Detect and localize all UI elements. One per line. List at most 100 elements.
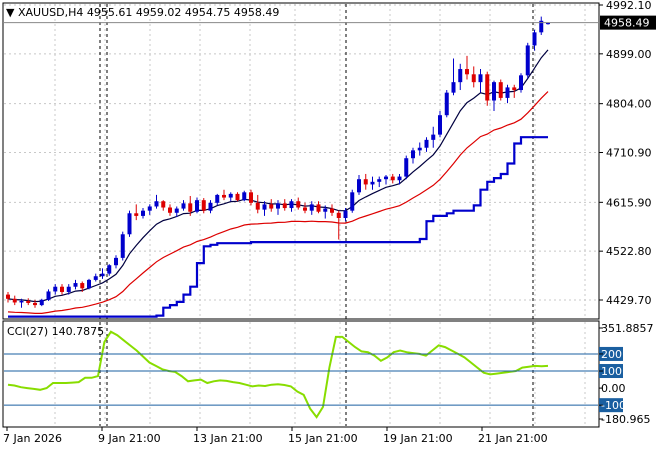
candle-body xyxy=(303,207,307,211)
candle xyxy=(255,194,260,214)
candle-body xyxy=(276,203,280,209)
candle xyxy=(390,173,395,184)
symbol-header: XAUUSD,H4 4955.61 4959.02 4954.75 4958.4… xyxy=(18,6,279,19)
candle xyxy=(431,126,436,148)
candle xyxy=(532,29,537,51)
candle-body xyxy=(107,265,112,274)
candle xyxy=(316,201,321,214)
candle-body xyxy=(73,283,78,287)
candle xyxy=(201,198,206,214)
candle xyxy=(26,298,31,306)
candle-body xyxy=(296,201,301,208)
candle-body xyxy=(512,87,517,91)
candle-body xyxy=(316,204,321,212)
candle xyxy=(161,200,166,211)
candle-body xyxy=(60,286,64,292)
price-axis: 4992.10 4899.00 4804.00 4710.90 4615.90 4522.… xyxy=(599,0,652,307)
price-tick-label: 4429.70 xyxy=(606,294,652,307)
candle-body xyxy=(323,208,328,212)
candle xyxy=(53,284,58,295)
candle xyxy=(282,199,287,211)
candle xyxy=(87,278,91,290)
candle xyxy=(471,66,476,88)
cci-tick-label: 351.8857 xyxy=(601,322,654,335)
candle xyxy=(289,199,294,212)
cci-axis: 351.8857 200 100 0.00 -100-180.965 xyxy=(599,322,654,426)
candle-body xyxy=(465,69,469,75)
price-tick-label: 4899.00 xyxy=(606,48,652,61)
candle-body xyxy=(431,134,436,140)
candle xyxy=(66,284,71,295)
candle xyxy=(262,201,267,216)
candle-body xyxy=(161,201,166,208)
candle xyxy=(303,202,307,214)
candle-body xyxy=(235,193,240,201)
candle xyxy=(127,210,132,237)
candle-body xyxy=(114,257,118,266)
collapse-arrow-icon[interactable]: ▼ xyxy=(6,6,15,19)
candle-body xyxy=(147,206,152,211)
candle xyxy=(411,147,415,164)
price-tick-label: 4710.90 xyxy=(606,147,652,160)
candle-body xyxy=(492,82,496,101)
candle-body xyxy=(451,82,456,93)
candle-body xyxy=(330,208,334,213)
candle xyxy=(485,71,490,106)
candle xyxy=(478,69,483,93)
candle-body xyxy=(309,204,314,211)
candle-body xyxy=(208,202,213,211)
candle xyxy=(93,273,98,282)
candle xyxy=(60,284,64,295)
candle-body xyxy=(181,203,186,209)
candle-body xyxy=(26,300,31,303)
candle xyxy=(33,299,37,308)
candle xyxy=(370,176,375,190)
price-tick-label: 4615.90 xyxy=(606,196,652,209)
candle xyxy=(350,189,355,213)
candle xyxy=(6,291,10,303)
candle xyxy=(12,295,17,306)
candle xyxy=(377,176,382,188)
price-tick-label: 4522.80 xyxy=(606,245,652,258)
candle-body xyxy=(33,302,37,306)
candle xyxy=(404,155,409,180)
candle xyxy=(323,205,328,219)
candle-body xyxy=(127,213,132,235)
candle-body xyxy=(343,210,348,219)
candle xyxy=(154,194,159,209)
candle xyxy=(235,192,240,202)
candle-body xyxy=(120,234,125,258)
candle-body xyxy=(539,20,544,33)
candle-body xyxy=(19,300,24,303)
candle xyxy=(397,173,402,185)
candle xyxy=(309,201,314,215)
candle xyxy=(458,63,463,91)
candle-body xyxy=(93,276,98,280)
candle-body xyxy=(384,176,388,180)
candle-body xyxy=(282,203,287,209)
candle xyxy=(444,90,449,118)
candle-body xyxy=(46,291,51,300)
candle-body xyxy=(370,181,375,185)
candle xyxy=(174,206,179,217)
candle-body xyxy=(485,74,490,101)
candle xyxy=(141,208,145,219)
cci-tick-label: 100 xyxy=(601,365,622,378)
candle xyxy=(228,192,233,202)
candle-body xyxy=(498,82,503,98)
cci-tick-label: 200 xyxy=(601,348,622,361)
current-price-label: 4958.49 xyxy=(604,17,650,30)
candle xyxy=(39,298,44,307)
candle-body xyxy=(546,22,550,25)
cci-level-box xyxy=(599,364,623,379)
candle-body xyxy=(336,212,341,219)
candle xyxy=(269,199,274,212)
candle xyxy=(188,195,193,216)
candle-body xyxy=(262,204,267,210)
time-tick-label: 21 Jan 21:00 xyxy=(478,432,548,445)
candle-body xyxy=(66,286,71,292)
candle-body xyxy=(519,75,523,91)
candles xyxy=(6,16,550,308)
current-price-box xyxy=(600,15,656,30)
time-tick-label: 13 Jan 21:00 xyxy=(193,432,263,445)
